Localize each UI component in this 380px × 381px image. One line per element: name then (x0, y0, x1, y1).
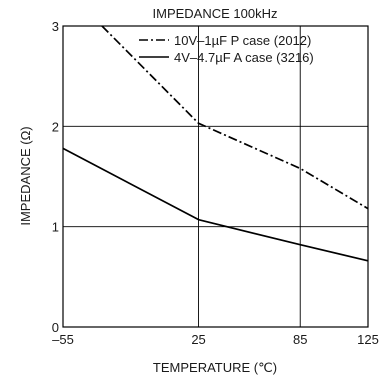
series-layer (62, 25, 369, 262)
y-axis-label: IMPEDANCE (Ω) (18, 126, 33, 225)
legend-label-series-1: 10V–1µF P case (2012) (174, 33, 311, 48)
series-line-1 (101, 25, 369, 210)
y-tick-label: 2 (52, 119, 59, 134)
x-tick-label: –55 (52, 332, 74, 347)
x-tick-label: 125 (357, 332, 379, 347)
series-line-2 (62, 147, 369, 262)
y-tick-label: 0 (52, 320, 59, 335)
grid-lines (63, 26, 368, 327)
x-tick-labels: –55 25 85 125 (52, 332, 379, 347)
chart-title: IMPEDANCE 100kHz (153, 6, 278, 21)
y-tick-label: 1 (52, 220, 59, 235)
y-tick-label: 3 (52, 19, 59, 34)
x-tick-label: 25 (191, 332, 205, 347)
x-tick-label: 85 (293, 332, 307, 347)
plot-frame (62, 25, 369, 328)
y-tick-labels: 0 1 2 3 (52, 19, 59, 335)
legend-label-series-2: 4V–4.7µF A case (3216) (174, 50, 314, 65)
x-axis-label: TEMPERATURE (℃) (153, 360, 277, 375)
legend: 10V–1µF P case (2012) 4V–4.7µF A case (3… (139, 33, 314, 65)
